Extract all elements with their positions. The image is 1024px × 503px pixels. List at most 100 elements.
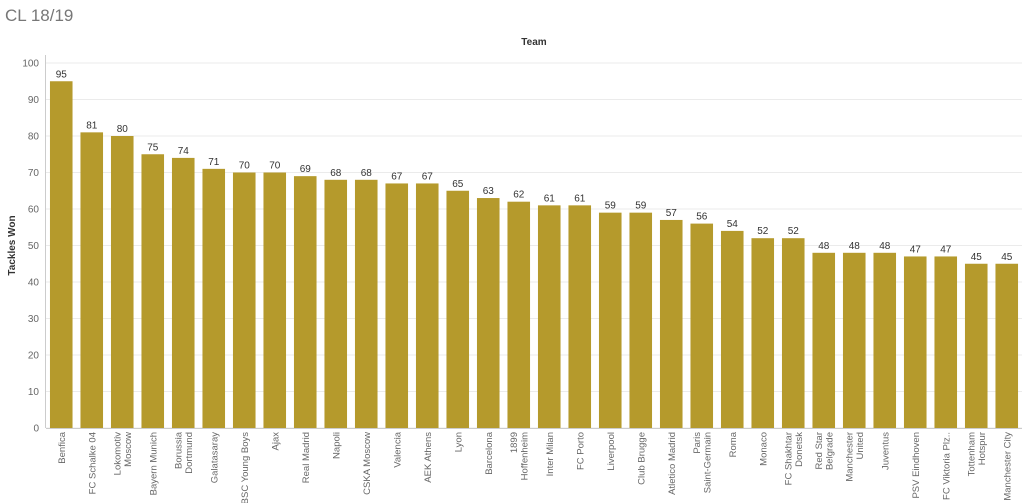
bar (446, 190, 470, 428)
bar (690, 223, 714, 428)
bar-value-label: 71 (208, 157, 220, 168)
bar (873, 252, 897, 428)
bar (476, 198, 500, 428)
svg-text:Inter Milan: Inter Milan (545, 432, 556, 476)
bar (812, 252, 836, 428)
bar-value-label: 59 (635, 201, 647, 212)
bar (629, 212, 653, 428)
bar (324, 179, 348, 428)
x-axis-category-labels: Benfica FC Schalke 04 LokomotivMoscow Bayer… (57, 431, 1014, 503)
x-tick-label: Barcelona (484, 431, 495, 474)
svg-text:Barcelona: Barcelona (484, 431, 495, 474)
x-tick-label: Benfica (57, 431, 68, 463)
bar-value-label: 48 (818, 241, 830, 252)
x-tick-label: Roma (728, 431, 739, 457)
bar (751, 238, 775, 428)
bar-value-label: 45 (1001, 252, 1013, 263)
bar (232, 172, 256, 428)
x-tick-label: Valencia (392, 431, 403, 467)
svg-text:CSKA Moscow: CSKA Moscow (362, 432, 373, 495)
bar-value-label: 70 (239, 161, 251, 172)
x-tick-label: Ajax (270, 432, 281, 451)
bar (80, 132, 104, 428)
y-tick-label: 90 (28, 95, 40, 106)
svg-text:PSV Eindhoven: PSV Eindhoven (911, 432, 922, 499)
bar-value-label: 61 (544, 193, 556, 204)
bar-value-label: 56 (696, 212, 708, 223)
bar-value-label: 57 (666, 208, 678, 219)
x-tick-label: BorussiaDortmund (173, 431, 195, 473)
bar-value-label: 45 (971, 252, 983, 263)
svg-text:FC Porto: FC Porto (575, 432, 586, 470)
x-tick-label: 1899Hoffenheim (509, 432, 531, 480)
svg-text:ManchesterUnited: ManchesterUnited (844, 432, 866, 482)
bar-value-label: 80 (117, 124, 129, 135)
bar (934, 256, 958, 428)
x-tick-label: Manchester City (1002, 432, 1013, 501)
x-tick-label: FC ShakhtarDonetsk (783, 432, 805, 486)
x-tick-label: Club Brugge (636, 432, 647, 485)
svg-text:FC ShakhtarDonetsk: FC ShakhtarDonetsk (783, 432, 805, 486)
bar (659, 219, 683, 428)
y-tick-label: 30 (28, 314, 40, 325)
x-tick-label: FC Porto (575, 432, 586, 470)
svg-text:FC Schalke 04: FC Schalke 04 (87, 432, 98, 494)
bar-value-label: 70 (269, 161, 281, 172)
bar (964, 263, 988, 428)
bar-value-label: 48 (879, 241, 891, 252)
bar (537, 205, 561, 428)
x-tick-label: Monaco (758, 432, 769, 466)
bar (263, 172, 287, 428)
x-tick-label: Red StarBelgrade (814, 432, 836, 470)
svg-text:AEK Athens: AEK Athens (423, 432, 434, 483)
bar-value-label: 67 (391, 171, 403, 182)
svg-text:TottenhamHotspur: TottenhamHotspur (966, 432, 988, 476)
bar (171, 157, 195, 428)
svg-text:FC Viktoria Plz..: FC Viktoria Plz.. (941, 432, 952, 500)
y-tick-label: 40 (28, 278, 40, 289)
y-tick-label: 20 (28, 351, 40, 362)
y-tick-label: 60 (28, 205, 40, 216)
svg-text:Roma: Roma (728, 431, 739, 457)
y-tick-label: 100 (22, 59, 39, 70)
bar-value-label: 61 (574, 193, 586, 204)
bar (202, 168, 226, 428)
svg-text:BSC Young Boys: BSC Young Boys (240, 432, 251, 503)
svg-text:Liverpool: Liverpool (606, 432, 617, 471)
x-tick-label: LokomotivMoscow (112, 432, 134, 476)
y-tick-label: 10 (28, 387, 40, 398)
svg-text:Galatasaray: Galatasaray (209, 432, 220, 483)
bar (720, 230, 744, 428)
x-tick-label: FC Viktoria Plz.. (941, 432, 952, 500)
bar (781, 238, 805, 428)
bar (568, 205, 592, 428)
y-tick-label: 0 (33, 424, 39, 435)
x-tick-label: TottenhamHotspur (966, 432, 988, 476)
x-axis-title: Team (521, 37, 546, 48)
svg-text:LokomotivMoscow: LokomotivMoscow (112, 432, 134, 476)
x-tick-label: AEK Athens (423, 432, 434, 483)
bar (110, 136, 134, 428)
bar (507, 201, 531, 428)
bar-value-label: 47 (910, 244, 922, 255)
bar (598, 212, 622, 428)
svg-text:Real Madrid: Real Madrid (301, 432, 312, 483)
bar-value-label: 81 (86, 120, 98, 131)
bar-value-label: 63 (483, 186, 495, 197)
bar-value-label: 68 (330, 168, 342, 179)
svg-text:Monaco: Monaco (758, 432, 769, 466)
x-tick-label: Lyon (453, 432, 464, 452)
x-tick-label: BSC Young Boys (240, 432, 251, 503)
bar-value-label: 59 (605, 201, 617, 212)
x-tick-label: Juventus (880, 432, 891, 470)
bar-value-label: 67 (422, 171, 434, 182)
bar-value-label: 47 (940, 244, 952, 255)
bar (293, 176, 317, 428)
x-tick-label: Bayern Munich (148, 432, 159, 495)
bars (49, 81, 1019, 428)
bar-value-label: 69 (300, 164, 312, 175)
bar-value-label: 52 (757, 226, 769, 237)
svg-text:1899Hoffenheim: 1899Hoffenheim (509, 432, 531, 480)
bar-value-label: 48 (849, 241, 861, 252)
bar-value-label: 52 (788, 226, 800, 237)
